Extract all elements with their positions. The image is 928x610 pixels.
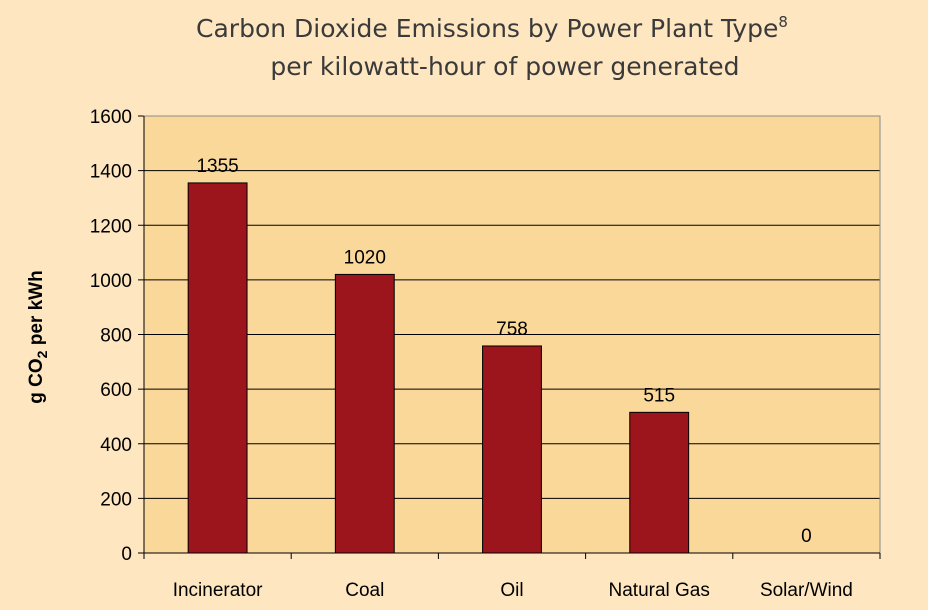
data-label: 515 xyxy=(643,385,675,406)
y-tick-label: 1000 xyxy=(90,271,132,292)
data-label: 1020 xyxy=(344,247,386,268)
chart-title: Carbon Dioxide Emissions by Power Plant … xyxy=(196,13,788,43)
bar xyxy=(334,273,395,554)
plot-area: 0 200 400 600 800 1000 1200 1400 1600 1355 Inciner… xyxy=(90,107,881,601)
y-tick-label: 1600 xyxy=(90,107,132,128)
title-superscript: 8 xyxy=(778,13,788,31)
bar xyxy=(629,411,690,554)
data-label: 1355 xyxy=(196,156,238,177)
y-tick-label: 0 xyxy=(121,544,132,565)
y-tick-label: 200 xyxy=(100,489,132,510)
bar xyxy=(482,345,542,554)
y-tick-label: 600 xyxy=(100,380,132,401)
bar xyxy=(187,182,248,554)
x-category-label: Solar/Wind xyxy=(760,580,853,601)
y-tick-label: 800 xyxy=(100,326,132,347)
chart-subtitle: per kilowatt-hour of power generated xyxy=(270,52,739,81)
x-category-label: Oil xyxy=(500,580,523,601)
x-category-label: Natural Gas xyxy=(609,580,710,601)
x-category-label: Coal xyxy=(345,580,384,601)
data-label: 758 xyxy=(496,319,528,340)
y-tick-label: 400 xyxy=(100,435,132,456)
y-axis-label: g CO2 per kWh xyxy=(26,270,50,403)
x-category-label: Incinerator xyxy=(173,580,263,601)
y-tick-label: 1200 xyxy=(90,216,132,237)
y-tick-label: 1400 xyxy=(90,162,132,183)
data-label: 0 xyxy=(801,526,812,547)
